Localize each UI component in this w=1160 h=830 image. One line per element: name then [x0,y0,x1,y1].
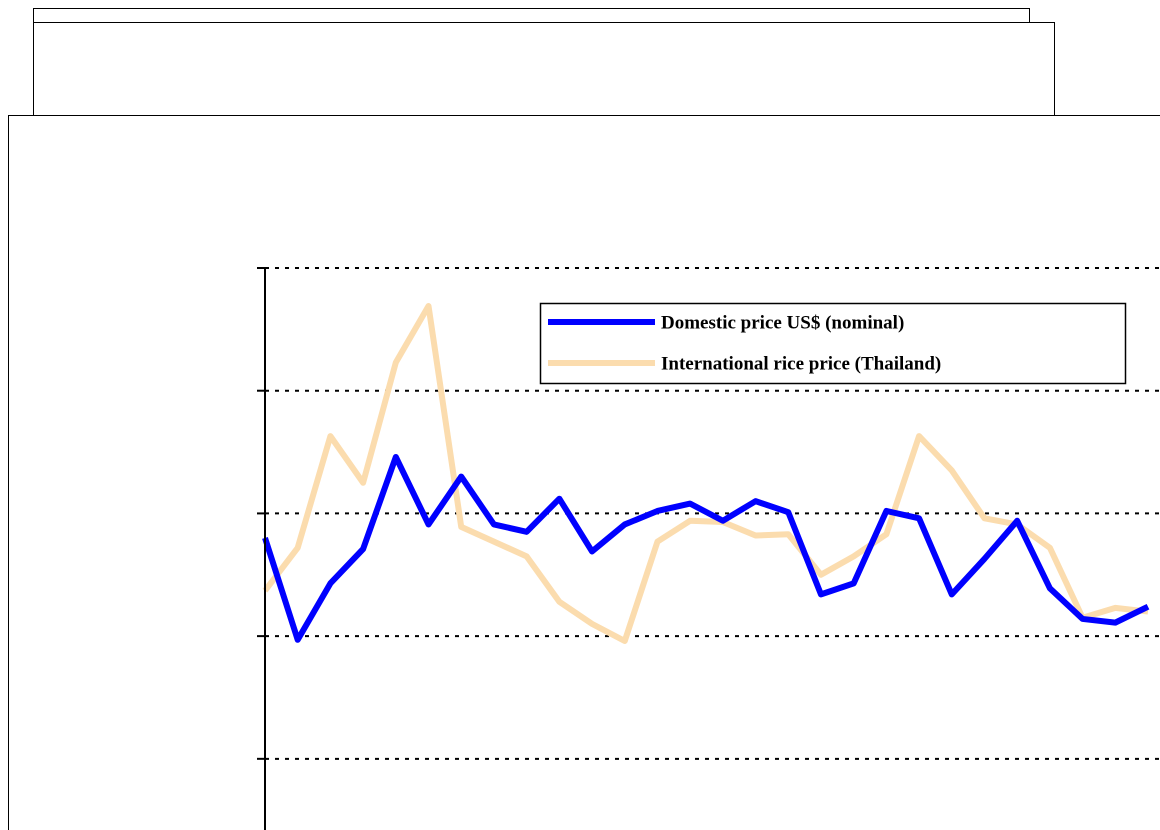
plot-area [257,267,1160,760]
window-frame [33,22,1055,116]
legend-label: International rice price (Thailand) [661,353,941,374]
chart-area [8,115,1160,830]
window-frame [33,8,1030,23]
series-line [262,303,1149,645]
legend-label: Domestic price US$ (nominal) [661,312,904,333]
legend: Domestic price US$ (nominal) Internationa… [539,302,1127,385]
series-line [262,453,1150,643]
legend-box [539,302,1127,385]
